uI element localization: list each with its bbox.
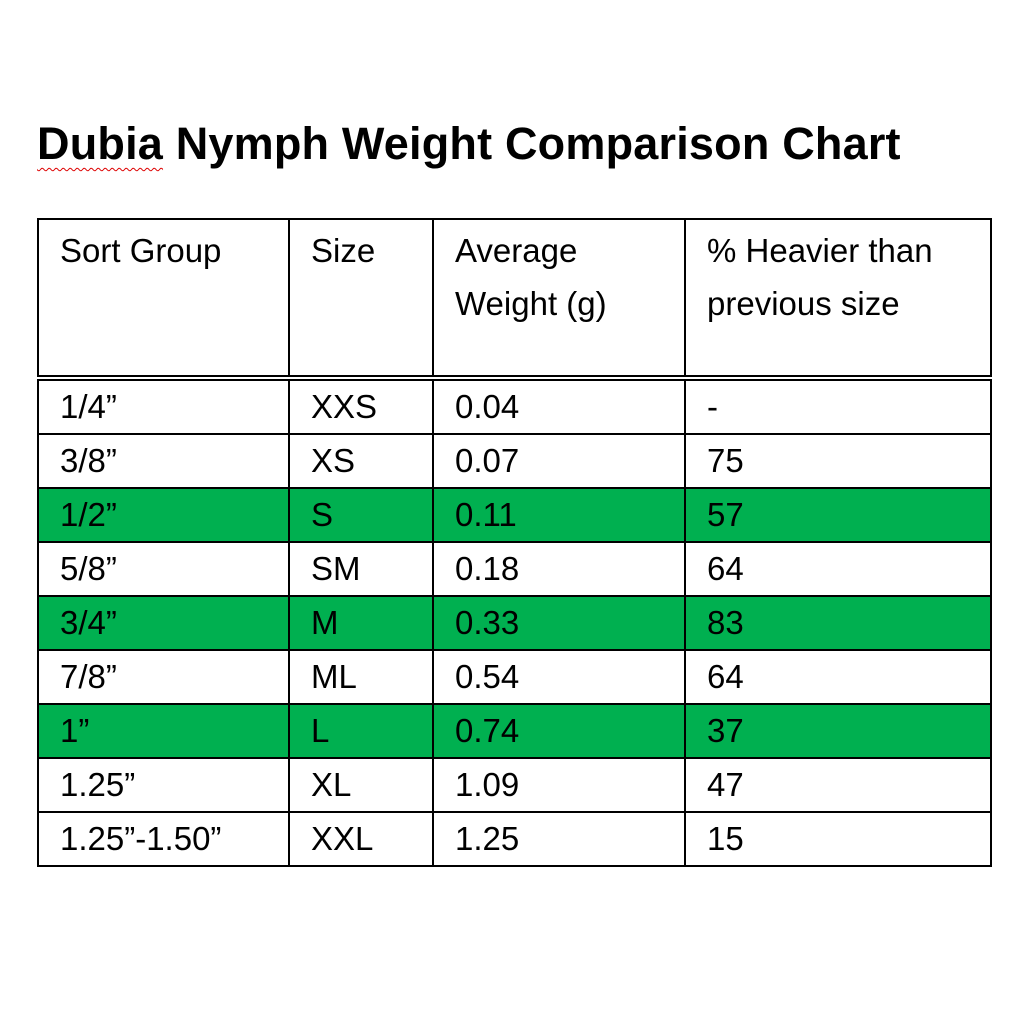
cell-percent-heavier: 64 [684, 649, 992, 705]
table-row: 5/8” SM 0.18 64 [37, 541, 992, 597]
cell-sort-group: 1/2” [37, 487, 290, 543]
table-row: 1/4” XXS 0.04- [37, 377, 992, 435]
cell-average-weight: 0.33 [432, 595, 686, 651]
cell-size: S [288, 487, 434, 543]
cell-average-weight: 0.11 [432, 487, 686, 543]
cell-percent-heavier: 57 [684, 487, 992, 543]
table-row: 3/8” XS 0.07 75 [37, 433, 992, 489]
cell-size: L [288, 703, 434, 759]
cell-sort-group: 3/4” [37, 595, 290, 651]
cell-size: XL [288, 757, 434, 813]
header-size: Size [288, 218, 434, 379]
cell-size: XXL [288, 811, 434, 867]
cell-average-weight: 0.07 [432, 433, 686, 489]
cell-sort-group: 1.25” [37, 757, 290, 813]
cell-size: SM [288, 541, 434, 597]
table-row: 1.25”-1.50” XXL 1.25 15 [37, 811, 992, 867]
cell-sort-group: 1/4” [37, 377, 290, 435]
cell-average-weight: 0.54 [432, 649, 686, 705]
cell-size: M [288, 595, 434, 651]
cell-size: XS [288, 433, 434, 489]
header-percent-heavier: % Heavier than previous size [684, 218, 992, 379]
cell-size: ML [288, 649, 434, 705]
document-title: Dubia Nymph Weight Comparison Chart [37, 118, 901, 170]
header-row: Sort Group Size Average Weight (g) % Hea… [37, 218, 992, 379]
cell-percent-heavier: 64 [684, 541, 992, 597]
cell-percent-heavier: 37 [684, 703, 992, 759]
cell-percent-heavier: 75 [684, 433, 992, 489]
cell-sort-group: 1” [37, 703, 290, 759]
cell-average-weight: 1.25 [432, 811, 686, 867]
cell-percent-heavier: 15 [684, 811, 992, 867]
cell-average-weight: 0.18 [432, 541, 686, 597]
table-row: 1/2” S 0.11 57 [37, 487, 992, 543]
weight-table: Sort Group Size Average Weight (g) % Hea… [37, 218, 992, 867]
table-row: 7/8” ML 0.54 64 [37, 649, 992, 705]
cell-percent-heavier: 83 [684, 595, 992, 651]
table-row: 3/4” M 0.33 83 [37, 595, 992, 651]
cell-sort-group: 1.25”-1.50” [37, 811, 290, 867]
cell-percent-heavier: - [684, 377, 992, 435]
cell-sort-group: 7/8” [37, 649, 290, 705]
header-average-weight: Average Weight (g) [432, 218, 686, 379]
cell-sort-group: 5/8” [37, 541, 290, 597]
table-row: 1” L 0.74 37 [37, 703, 992, 759]
table-row: 1.25” XL 1.09 47 [37, 757, 992, 813]
title-rest: Nymph Weight Comparison Chart [163, 118, 901, 169]
cell-average-weight: 0.74 [432, 703, 686, 759]
cell-percent-heavier: 47 [684, 757, 992, 813]
cell-average-weight: 0.04 [432, 377, 686, 435]
cell-sort-group: 3/8” [37, 433, 290, 489]
title-spellcheck-word: Dubia [37, 118, 164, 169]
cell-size: XXS [288, 377, 434, 435]
cell-average-weight: 1.09 [432, 757, 686, 813]
header-sort-group: Sort Group [37, 218, 290, 379]
